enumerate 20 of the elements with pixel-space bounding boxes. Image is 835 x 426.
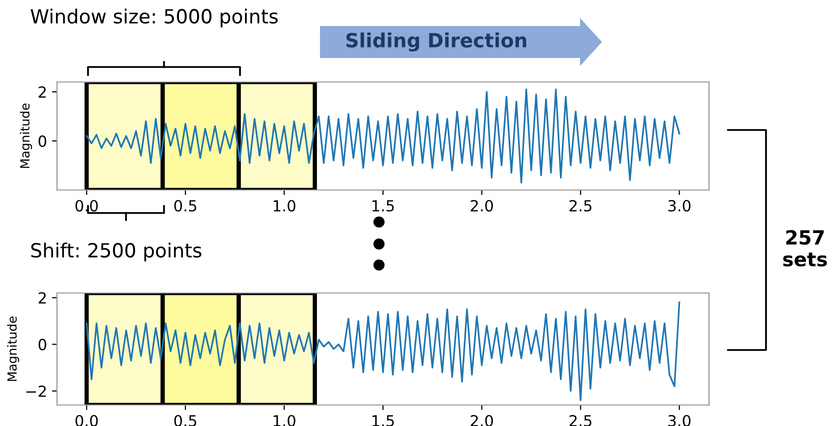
y-tick-label: 2 <box>38 86 46 98</box>
line-series <box>86 302 680 402</box>
x-tick-label: 0.5 <box>174 200 196 212</box>
line-series <box>86 88 680 184</box>
y-axis-title: Magnitude <box>20 104 32 168</box>
text: Sliding Direction <box>346 32 526 52</box>
x-tick-label: 2.5 <box>570 200 592 212</box>
y-tick-label: −2 <box>26 385 46 397</box>
x-tick-label: 0.0 <box>75 200 98 212</box>
y-tick-label: 0 <box>38 135 46 147</box>
x-tick-label: 3.0 <box>668 200 690 212</box>
y-tick-label: 2 <box>38 292 46 304</box>
y-tick-label: 0 <box>38 338 46 350</box>
y-axis-title: Magnitude <box>7 316 20 381</box>
x-tick-label: 1.5 <box>372 200 394 212</box>
x-tick-label: 1.0 <box>274 200 296 212</box>
text: Window size: 5000 points <box>30 8 278 28</box>
text: 257 sets <box>783 230 827 267</box>
text: Shift: 2500 points <box>31 242 202 262</box>
x-tick-label: 2.0 <box>470 200 493 212</box>
